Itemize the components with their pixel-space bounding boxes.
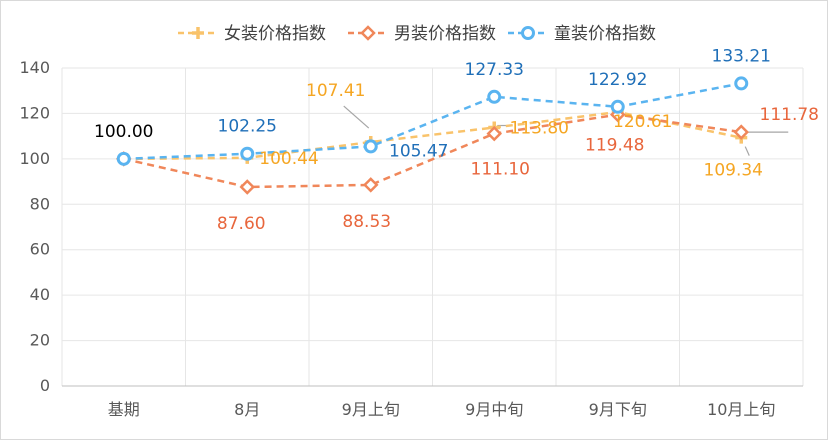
data-point-diamond xyxy=(239,179,256,195)
series-line xyxy=(123,113,742,189)
y-tick-label: 80 xyxy=(30,194,50,213)
series-markers xyxy=(115,76,750,195)
data-point-circle xyxy=(734,76,749,91)
data-point-circle xyxy=(610,99,625,114)
y-tick-label: 20 xyxy=(30,331,50,350)
data-label: 87.60 xyxy=(217,214,266,234)
data-label: 133.21 xyxy=(712,46,771,66)
legend-marker-plus xyxy=(192,27,204,39)
legend-marker-diamond xyxy=(360,25,376,41)
y-tick-label: 40 xyxy=(30,285,50,304)
y-tick-label: 120 xyxy=(19,103,50,122)
y-axis-ticks: 0 20 40 60 80 100 120 140 xyxy=(19,58,50,395)
data-label: 111.10 xyxy=(471,160,530,180)
data-label: 100.00 xyxy=(94,122,153,142)
data-label: 105.47 xyxy=(389,141,448,161)
series-lines xyxy=(123,82,742,189)
legend-label: 童装价格指数 xyxy=(554,24,656,44)
data-label: 102.25 xyxy=(218,117,277,137)
leader-line xyxy=(744,146,750,156)
data-label: 109.34 xyxy=(704,161,763,181)
data-point-circle xyxy=(240,146,255,161)
legend-label: 男装价格指数 xyxy=(394,24,496,44)
legend: 女装价格指数 男装价格指数 童装价格指数 xyxy=(178,24,656,44)
x-tick-label: 9月中旬 xyxy=(465,400,523,419)
y-tick-label: 100 xyxy=(19,149,50,168)
data-label: 119.48 xyxy=(585,136,644,156)
data-point-diamond xyxy=(486,125,503,142)
x-tick-label: 9月上旬 xyxy=(342,400,400,419)
data-label: 107.41 xyxy=(306,81,365,101)
data-point-circle xyxy=(116,151,131,166)
data-label: 127.33 xyxy=(465,60,524,80)
data-labels: 100.44 107.41 113.80 120.61 109.34 87.60 88.53… xyxy=(94,46,819,234)
data-label: 88.53 xyxy=(342,212,391,232)
x-tick-label: 基期 xyxy=(108,400,140,419)
legend-label: 女装价格指数 xyxy=(224,24,326,44)
y-tick-label: 140 xyxy=(19,58,50,77)
data-label: 100.44 xyxy=(259,149,318,169)
data-point-circle xyxy=(363,139,378,154)
y-tick-label: 60 xyxy=(30,240,50,259)
y-tick-label: 0 xyxy=(40,376,50,395)
legend-marker-circle xyxy=(521,26,535,40)
data-label: 113.80 xyxy=(510,119,569,139)
x-tick-label: 9月下旬 xyxy=(589,400,647,419)
data-label: 120.61 xyxy=(613,112,672,132)
data-point-diamond xyxy=(362,177,379,193)
x-tick-label: 10月上旬 xyxy=(707,400,775,419)
data-point-circle xyxy=(487,89,502,104)
grid xyxy=(61,67,804,386)
x-axis-ticks: 基期 8月 9月上旬 9月中旬 9月下旬 10月上旬 xyxy=(108,400,776,419)
data-label: 111.78 xyxy=(760,105,819,125)
x-tick-label: 8月 xyxy=(234,400,260,419)
leader-line xyxy=(343,105,370,129)
data-point-diamond xyxy=(733,124,750,140)
series-line xyxy=(123,82,742,161)
data-label: 122.92 xyxy=(588,70,647,90)
